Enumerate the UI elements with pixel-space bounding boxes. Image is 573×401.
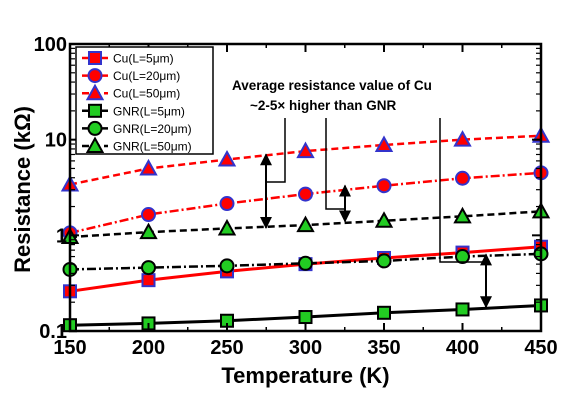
legend-marker: [85, 136, 105, 153]
legend-entry: GNR(L=20μm): [82, 120, 192, 136]
connector-line: [266, 118, 286, 183]
legend-label: Cu(L=5μm): [113, 52, 174, 66]
legend-marker: [88, 103, 102, 118]
legend-label: Cu(L=50μm): [113, 87, 180, 101]
legend: Cu(L=5μm) Cu(L=20μm) Cu(L=50μm) GNR(L=5μm) G…: [75, 46, 214, 155]
data-point: [455, 170, 470, 186]
connector-line: [325, 118, 345, 210]
y-axis-title: Resistance (kΩ): [10, 106, 35, 273]
legend-marker: [85, 83, 105, 101]
x-tick-label: 400: [446, 337, 479, 359]
x-tick-label: 450: [524, 337, 557, 359]
data-point: [139, 158, 158, 176]
x-tick-label: 200: [132, 337, 165, 359]
annotation-arrow-1: [260, 118, 286, 229]
annotation-arrow-2: [325, 118, 351, 223]
annotation-arrows: [260, 118, 492, 309]
series-layer: [60, 126, 551, 333]
data-point: [455, 249, 470, 265]
y-tick-label: 100: [34, 34, 67, 56]
data-point: [298, 255, 313, 271]
data-point: [376, 178, 392, 194]
data-point: [374, 135, 394, 152]
data-point: [376, 253, 392, 269]
legend-entry: Cu(L=5μm): [82, 51, 174, 66]
data-point: [141, 207, 156, 223]
legend-marker: [87, 120, 103, 136]
x-axis-title: Temperature (K): [221, 363, 389, 388]
annotation-arrow-3: [439, 118, 492, 309]
connector-line: [439, 118, 486, 263]
legend-label: GNR(L=5μm): [113, 104, 185, 118]
tick-layer: 150 200 250 300 350 400 450 0.1 1 10 100: [34, 34, 558, 359]
legend-marker: [88, 51, 102, 65]
legend-entry: GNR(L=5μm): [82, 103, 185, 118]
data-point: [374, 211, 394, 228]
legend-entry: Cu(L=20μm): [82, 68, 180, 84]
data-point: [141, 260, 156, 276]
data-point: [217, 149, 237, 167]
y-tick-label: 0.1: [39, 321, 67, 343]
series-6: [60, 201, 551, 245]
data-point: [453, 206, 472, 224]
legend-label: GNR(L=50μm): [113, 140, 192, 154]
legend-label: GNR(L=20μm): [113, 122, 192, 136]
legend-entry: Cu(L=50μm): [82, 83, 180, 101]
legend-label: Cu(L=20μm): [113, 69, 180, 83]
legend-entry: GNR(L=50μm): [82, 136, 192, 154]
data-point: [377, 305, 391, 320]
y-tick-label: 1: [56, 225, 67, 247]
data-point: [139, 222, 158, 240]
data-point: [296, 215, 315, 233]
data-point: [141, 273, 156, 288]
data-point: [298, 310, 313, 325]
data-point: [219, 258, 235, 274]
x-tick-label: 300: [289, 337, 322, 359]
x-tick-label: 250: [210, 337, 243, 359]
legend-marker: [87, 68, 103, 84]
y-tick-label: 10: [45, 130, 67, 152]
data-point: [453, 130, 472, 147]
data-point: [298, 186, 313, 202]
annotation-line-2: ~2-5× higher than GNR: [250, 98, 397, 113]
x-tick-label: 350: [367, 337, 400, 359]
annotation-line-1: Average resistance value of Cu: [232, 78, 432, 93]
data-point: [455, 302, 470, 317]
data-point: [296, 141, 315, 159]
x-tick-label: 150: [53, 337, 86, 359]
data-point: [219, 196, 235, 212]
data-point: [217, 218, 237, 236]
